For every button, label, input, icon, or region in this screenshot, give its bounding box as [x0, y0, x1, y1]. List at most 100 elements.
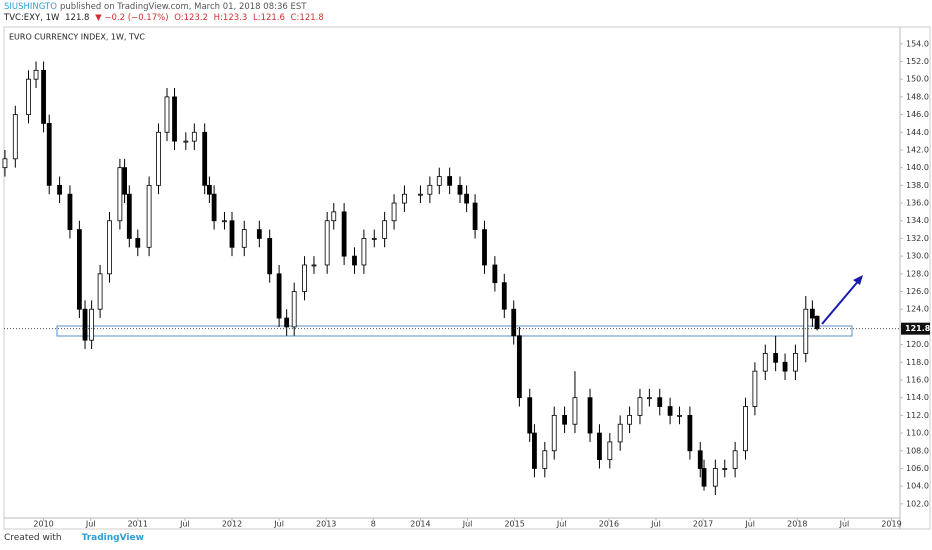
candle-body	[516, 335, 522, 399]
arrow-shaft	[821, 278, 861, 325]
candle-body	[793, 353, 798, 372]
y-tick-label: 126.0	[906, 287, 929, 296]
change: ▼ −0.2 (−0.17%)	[95, 13, 169, 23]
candle-body	[551, 414, 557, 452]
published: published on TradingView.com, March 01, …	[59, 2, 307, 12]
x-tick-label: Jul	[462, 520, 473, 529]
candle-body	[427, 184, 433, 195]
arrow-head	[853, 275, 863, 285]
candle-body	[472, 202, 478, 230]
candle-body	[361, 238, 367, 266]
candle-body	[436, 176, 442, 186]
candle-body	[46, 123, 52, 186]
candle-body	[464, 193, 470, 204]
candle-body	[511, 308, 517, 337]
candle-body	[391, 202, 397, 222]
y-tick-label: 110.0	[906, 429, 929, 438]
y-tick-label: 118.0	[906, 358, 929, 367]
x-tick-label: 2013	[316, 520, 336, 529]
candle-body	[311, 264, 317, 267]
chart-title: EURO CURRENCY INDEX, 1W, TVC	[9, 33, 145, 42]
candle-body	[291, 291, 297, 328]
y-tick-label: 152.0	[906, 57, 929, 66]
y-tick-label: 140.0	[906, 163, 929, 172]
y-tick-label: 142.0	[906, 145, 929, 154]
candle-body	[2, 158, 8, 169]
candle-body	[677, 414, 682, 417]
brand[interactable]: TradingView	[81, 533, 144, 543]
candle-body	[701, 468, 707, 487]
x-tick-label: Jul	[85, 520, 96, 529]
y-tick-label: 134.0	[906, 216, 929, 225]
candle-body	[532, 432, 537, 469]
candle-body	[572, 397, 578, 425]
candle-body	[617, 423, 623, 443]
candle-body	[135, 238, 141, 248]
x-tick-label: Jul	[273, 520, 284, 529]
candle-body	[587, 397, 593, 434]
candle-body	[501, 282, 507, 310]
chart: EURO CURRENCY INDEX, 1W, TVC 102.0 104.0 1…	[2, 26, 931, 530]
candle-body	[156, 131, 161, 186]
y-tick-label: 130.0	[906, 252, 929, 261]
candle-body	[542, 450, 548, 469]
candle-body	[657, 397, 663, 407]
candle-body	[687, 414, 693, 452]
candle-body	[12, 114, 18, 160]
candle-body	[26, 78, 31, 115]
candle-body	[89, 308, 95, 341]
last-price-label: 121.8	[905, 324, 931, 333]
y-tick-label: 124.0	[906, 305, 929, 314]
candle-body	[527, 397, 533, 434]
y-tick-label: 114.0	[906, 393, 929, 402]
candle-body	[782, 361, 788, 372]
candle-body	[107, 220, 112, 275]
candle-body	[324, 220, 330, 266]
created-with: Created with	[4, 533, 62, 543]
candle-body	[402, 193, 407, 204]
candle-body	[732, 450, 738, 469]
candle-body	[712, 468, 718, 487]
y-tick-label: 148.0	[906, 92, 929, 101]
candle-body	[607, 441, 613, 461]
candle-body	[284, 317, 290, 328]
candle-body	[371, 238, 377, 240]
frame	[3, 26, 931, 530]
candle-body	[241, 229, 247, 248]
candle-body	[172, 96, 177, 142]
candle-body	[211, 193, 217, 222]
author[interactable]: SIUSHINGTO	[4, 2, 57, 12]
x-tick-label: Jul	[744, 520, 755, 529]
candle-body	[814, 315, 820, 330]
y-tick-label: 132.0	[906, 234, 929, 243]
candle-body	[33, 69, 39, 80]
candle-body	[809, 308, 815, 319]
y-tick-label: 146.0	[906, 110, 929, 119]
publish-line: SIUSHINGTO published on TradingView.com, …	[4, 2, 309, 12]
y-tick-label: 150.0	[906, 75, 929, 84]
candle-body	[191, 131, 197, 142]
candle-body	[76, 229, 82, 310]
candle-body	[341, 211, 347, 257]
last-price-box	[901, 322, 930, 335]
x-tick-label: 8	[371, 520, 376, 529]
candle-body	[267, 238, 273, 275]
candle-body	[482, 229, 487, 266]
x-tick-label: 2015	[504, 520, 524, 529]
x-tick-label: 2014	[410, 520, 430, 529]
candle-body	[646, 397, 652, 400]
high: H:123.3	[213, 13, 248, 23]
candle-body	[418, 193, 423, 196]
y-tick-label: 108.0	[906, 446, 929, 455]
footer: Created with TradingView	[4, 533, 144, 543]
candle-body	[57, 184, 62, 195]
y-tick-label: 136.0	[906, 199, 929, 208]
candle-body	[627, 414, 632, 425]
y-tick-label: 102.0	[906, 499, 929, 508]
x-tick-label: 2010	[33, 520, 53, 529]
close: C:121.8	[290, 13, 324, 23]
x-tick-label: Jul	[556, 520, 567, 529]
x-tick-label: Jul	[179, 520, 190, 529]
candle-body	[562, 414, 567, 425]
